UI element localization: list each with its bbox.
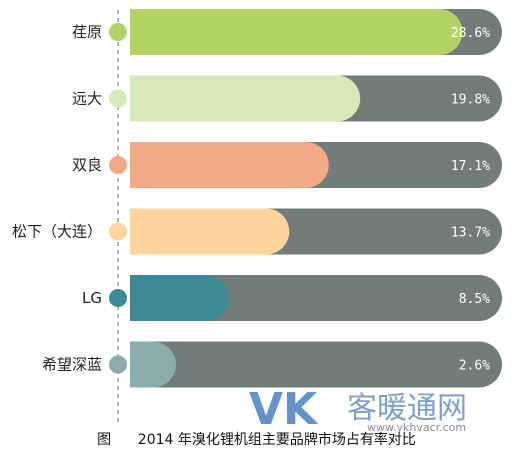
value-label: 17.1%	[451, 159, 490, 174]
bar	[130, 9, 463, 55]
bar	[130, 75, 361, 122]
value-label: 13.7%	[451, 226, 490, 241]
watermark-text: 客暖通网	[347, 391, 467, 426]
value-label: 19.8%	[451, 93, 490, 108]
value-label: 28.6%	[451, 26, 490, 41]
axis-marker	[109, 89, 127, 108]
value-label: 2.6%	[459, 359, 490, 374]
category-label: 松下（大连）	[12, 223, 102, 241]
bar-left-edge	[130, 341, 153, 388]
bar	[130, 208, 290, 255]
axis-marker	[109, 355, 127, 374]
value-label: 8.5%	[459, 292, 490, 307]
bar-left-edge	[130, 275, 153, 321]
bar-left-edge	[130, 208, 153, 255]
category-label: 双良	[72, 156, 102, 174]
bar-left-edge	[130, 142, 153, 188]
watermark-logo: VK 客暖通网 www.ykhvacr.com	[249, 384, 467, 432]
axis-marker	[109, 156, 127, 174]
axis-marker	[109, 23, 127, 41]
watermark-url: www.ykhvacr.com	[367, 421, 466, 432]
bar	[130, 142, 329, 188]
axis-marker	[109, 222, 127, 241]
category-label: LG	[82, 289, 102, 307]
category-label: 荏原	[72, 23, 102, 41]
watermark-vk: VK	[249, 384, 319, 432]
bar-left-edge	[130, 9, 153, 55]
figure-caption: 图 2014 年溴化锂机组主要品牌市场占有率对比	[97, 432, 416, 448]
bar	[130, 275, 229, 321]
bars-group: 荏原 28.6% 远大 19.8% 双良 17.1% 松下（大连） 13.7% LG 8.5% 希望…	[12, 9, 502, 388]
bar-track	[130, 341, 502, 388]
category-label: 远大	[72, 90, 102, 108]
axis-marker	[109, 289, 127, 307]
category-label: 希望深蓝	[42, 356, 102, 374]
bar-left-edge	[130, 75, 153, 122]
